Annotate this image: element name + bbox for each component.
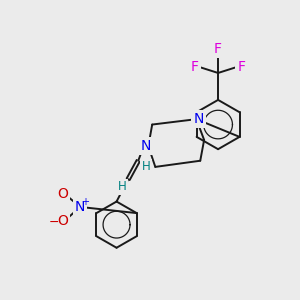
Text: F: F	[214, 42, 222, 56]
Text: F: F	[191, 60, 199, 74]
Text: H: H	[118, 180, 126, 194]
Text: F: F	[237, 60, 245, 74]
Text: +: +	[81, 196, 89, 206]
Text: N: N	[194, 112, 204, 126]
Text: N: N	[75, 200, 85, 214]
Text: N: N	[141, 139, 151, 153]
Text: −: −	[49, 216, 59, 229]
Text: H: H	[142, 160, 150, 173]
Text: O: O	[57, 187, 68, 201]
Text: O: O	[57, 214, 68, 228]
